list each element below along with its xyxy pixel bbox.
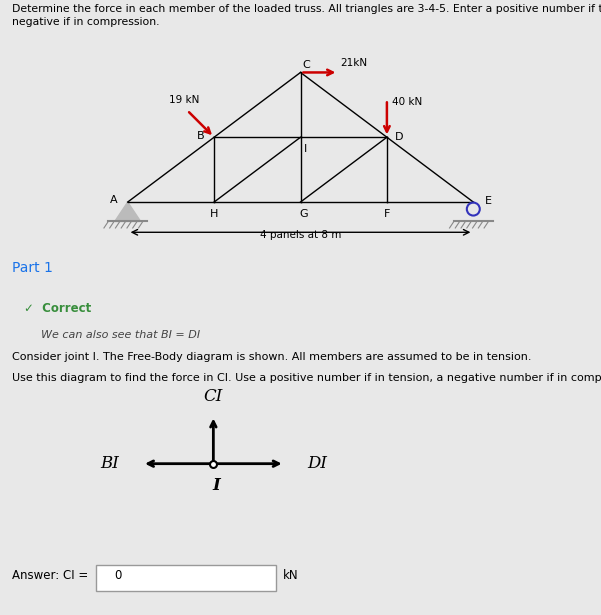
Text: 19 kN: 19 kN <box>169 95 199 105</box>
Text: D: D <box>394 132 403 142</box>
Text: F: F <box>383 209 390 219</box>
Text: Answer: CI =: Answer: CI = <box>12 569 92 582</box>
Text: Determine the force in each member of the loaded truss. All triangles are 3-4-5.: Determine the force in each member of th… <box>12 4 601 14</box>
Text: BI: BI <box>100 455 119 472</box>
FancyBboxPatch shape <box>96 565 276 591</box>
Text: A: A <box>110 195 117 205</box>
Text: I: I <box>304 144 308 154</box>
Text: We can also see that BI = DI: We can also see that BI = DI <box>41 330 200 340</box>
Text: I: I <box>212 477 220 494</box>
Text: DI: DI <box>308 455 328 472</box>
Text: E: E <box>485 196 492 206</box>
Text: Part 1: Part 1 <box>12 261 53 276</box>
Text: CI: CI <box>204 388 223 405</box>
Text: ✓  Correct: ✓ Correct <box>23 302 91 315</box>
Text: 40 kN: 40 kN <box>392 97 423 107</box>
Text: 21kN: 21kN <box>340 58 368 68</box>
Text: kN: kN <box>282 569 298 582</box>
Text: 0: 0 <box>114 569 121 582</box>
Text: 4 panels at 8 m: 4 panels at 8 m <box>260 229 341 240</box>
Text: C: C <box>302 60 310 70</box>
Text: negative if in compression.: negative if in compression. <box>12 17 159 27</box>
Text: Use this diagram to find the force in CI. Use a positive number if in tension, a: Use this diagram to find the force in CI… <box>12 373 601 383</box>
Text: Consider joint I. The Free-Body diagram is shown. All members are assumed to be : Consider joint I. The Free-Body diagram … <box>12 352 531 362</box>
Text: B: B <box>197 131 205 141</box>
Text: G: G <box>299 209 308 219</box>
Text: H: H <box>210 209 218 219</box>
Polygon shape <box>115 202 141 221</box>
